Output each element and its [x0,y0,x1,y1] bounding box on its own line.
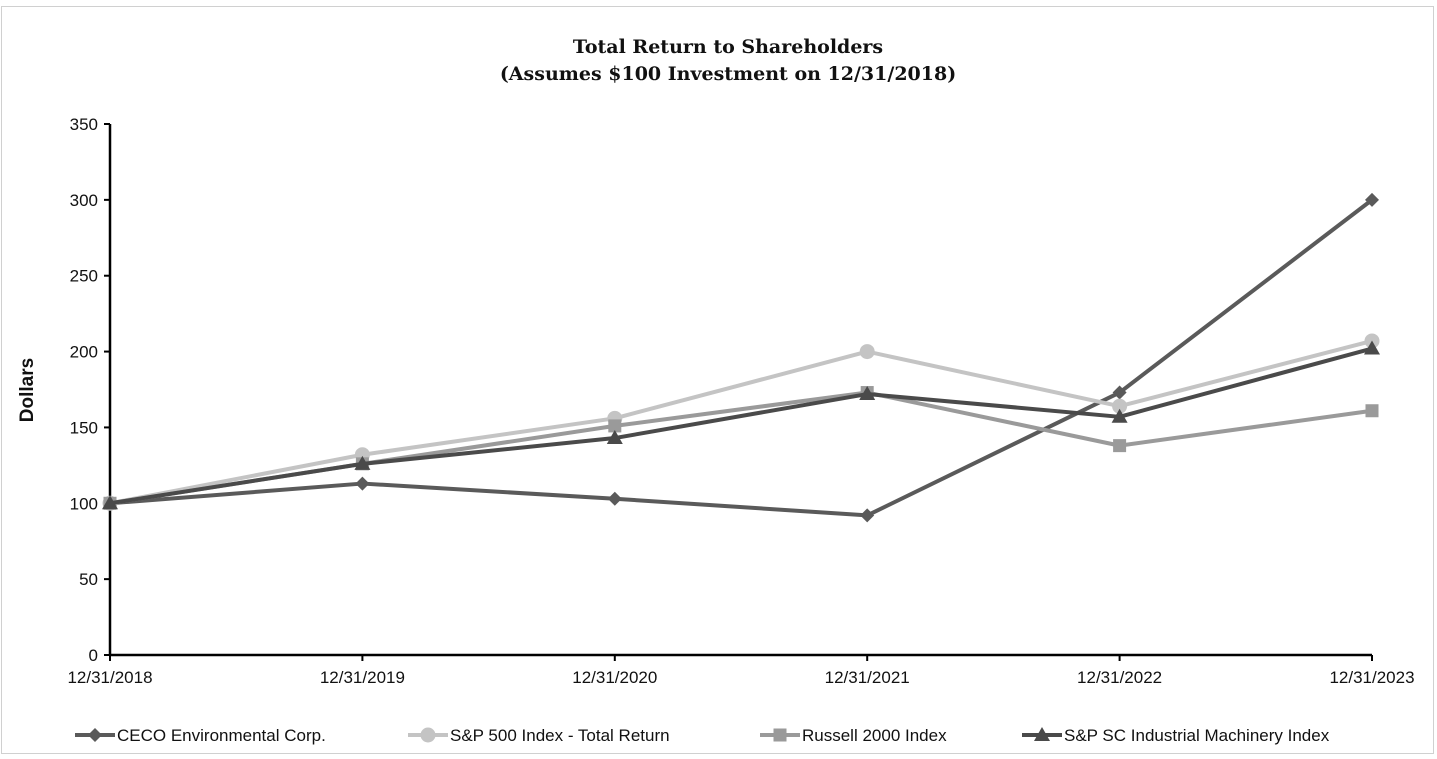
legend-item: Russell 2000 Index [760,726,947,745]
axes: 0 50 100 150 200 250 300 350 12/31/2018 12/31/201… [67,115,1414,687]
data-point [859,344,875,360]
y-axis-label: Dollars [17,358,38,422]
data-point [1364,340,1380,355]
data-point [102,495,118,510]
series-line [109,339,1373,506]
legend-label: S&P SC Industrial Machinery Index [1064,726,1330,745]
legend-marker [773,728,787,742]
x-tick-label: 12/31/2019 [320,668,405,687]
series-layer [102,192,1380,523]
legend-marker [420,727,436,743]
y-tick-label: 350 [70,115,98,134]
data-point [860,508,875,523]
data-point [1112,385,1127,400]
legend-label: S&P 500 Index - Total Return [450,726,670,745]
legend-label: Russell 2000 Index [802,726,947,745]
x-tick-label: 12/31/2020 [572,668,657,687]
data-point [608,419,622,433]
legend-marker [88,728,102,742]
chart-title: Total Return to Shareholders [573,36,883,58]
x-tick-label: 12/31/2023 [1329,668,1414,687]
series-line [109,346,1373,506]
series-3 [102,340,1380,510]
x-tick-label: 12/31/2018 [67,668,152,687]
legend-item: S&P SC Industrial Machinery Index [1022,726,1330,745]
series-2 [103,386,1379,510]
y-tick-label: 300 [70,191,98,210]
data-point [1365,192,1379,207]
data-point [1111,408,1128,423]
chart-subtitle: (Assumes $100 Investment on 12/31/2018) [500,63,956,85]
legend-item: CECO Environmental Corp. [75,726,326,745]
legend-item: S&P 500 Index - Total Return [408,726,670,745]
legend: CECO Environmental Corp. S&P 500 Index - … [75,726,1330,745]
y-tick-label: 250 [70,267,98,286]
data-point [1112,398,1128,414]
y-tick-label: 0 [89,646,98,665]
y-tick-label: 200 [70,343,98,362]
data-point [354,455,371,470]
x-tick-label: 12/31/2022 [1077,668,1162,687]
data-point [859,386,876,401]
y-tick-label: 50 [79,570,98,589]
data-point [607,491,622,506]
x-tick-label: 12/31/2021 [825,668,910,687]
y-tick-label: 100 [70,494,98,513]
chart-frame [1,6,1434,754]
series-line [109,198,1374,518]
data-point [606,430,623,445]
y-tick-label: 150 [70,418,98,437]
data-point [1113,439,1127,453]
series-1 [102,333,1380,511]
legend-marker [1034,727,1050,741]
data-point [355,476,370,491]
legend-label: CECO Environmental Corp. [117,726,326,745]
data-point [1365,404,1379,418]
